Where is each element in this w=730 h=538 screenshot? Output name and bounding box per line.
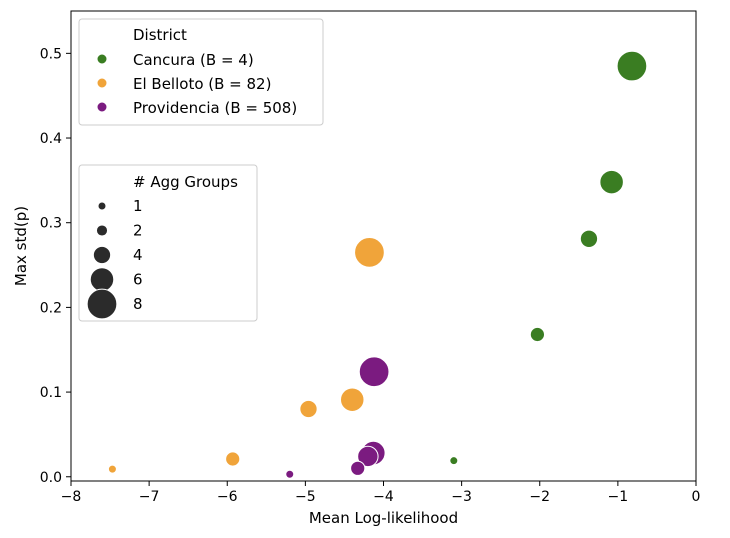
x-tick-label: −8	[61, 489, 82, 505]
x-tick-label: −2	[529, 489, 550, 505]
data-point-series-3	[357, 445, 379, 468]
data-point-series-2	[354, 237, 385, 268]
size-legend-marker	[97, 201, 107, 211]
size-legend-marker	[86, 288, 118, 320]
size-legend: # Agg Groups 1 2 4 6 8	[78, 164, 258, 322]
size-legend-label: 8	[133, 295, 143, 313]
y-tick-label: 0.5	[40, 46, 62, 62]
size-legend-marker	[92, 245, 112, 265]
data-point-series-3	[350, 460, 366, 476]
x-tick-label: −5	[295, 489, 316, 505]
size-legend-marker	[89, 267, 115, 292]
y-axis: 0.0 0.1 0.2 0.3 0.4 0.5	[40, 46, 71, 486]
data-point-series-2	[225, 451, 241, 467]
y-axis-label: Max std(p)	[12, 206, 30, 286]
x-tick-label: −1	[608, 489, 629, 505]
legend-label-series-2: El Belloto (B = 82)	[133, 75, 271, 93]
x-tick-label: −6	[217, 489, 238, 505]
x-axis-label: Mean Log-likelihood	[309, 509, 458, 527]
data-points-layer	[107, 50, 648, 479]
data-point-series-1	[529, 326, 546, 343]
x-tick-label: −3	[451, 489, 472, 505]
data-point-series-3	[285, 469, 295, 479]
district-legend-title: District	[133, 26, 187, 44]
size-legend-label: 2	[133, 222, 143, 240]
data-point-series-1	[579, 229, 599, 248]
data-point-series-2	[340, 387, 365, 412]
size-legend-label: 4	[133, 246, 143, 264]
size-legend-title: # Agg Groups	[133, 173, 238, 191]
size-legend-label: 1	[133, 197, 143, 215]
x-axis: −8 −7 −6 −5 −4 −3 −2 −1 0	[61, 481, 701, 505]
x-tick-label: −7	[139, 489, 160, 505]
y-tick-label: 0.0	[40, 470, 62, 486]
data-point-series-1	[616, 50, 648, 82]
data-point-series-2	[299, 399, 318, 419]
y-tick-label: 0.1	[40, 385, 62, 401]
size-legend-label: 6	[133, 271, 143, 289]
x-tick-label: −4	[373, 489, 394, 505]
y-tick-label: 0.4	[40, 131, 62, 147]
district-legend-box	[78, 18, 324, 126]
district-legend: District Cancura (B = 4) El Belloto (B = …	[78, 18, 324, 126]
y-tick-label: 0.2	[40, 300, 62, 316]
legend-marker-series-2	[96, 77, 108, 89]
x-tick-label: 0	[692, 489, 701, 505]
legend-marker-series-1	[96, 53, 108, 65]
legend-label-series-3: Providencia (B = 508)	[133, 99, 297, 117]
size-legend-marker	[95, 224, 109, 237]
y-tick-label: 0.3	[40, 216, 62, 232]
data-point-series-2	[107, 464, 117, 474]
data-point-series-1	[599, 169, 624, 195]
data-point-series-1	[449, 456, 459, 466]
size-legend-box	[78, 164, 258, 322]
legend-label-series-1: Cancura (B = 4)	[133, 51, 254, 69]
data-point-series-3	[358, 356, 390, 388]
legend-marker-series-3	[96, 101, 108, 113]
